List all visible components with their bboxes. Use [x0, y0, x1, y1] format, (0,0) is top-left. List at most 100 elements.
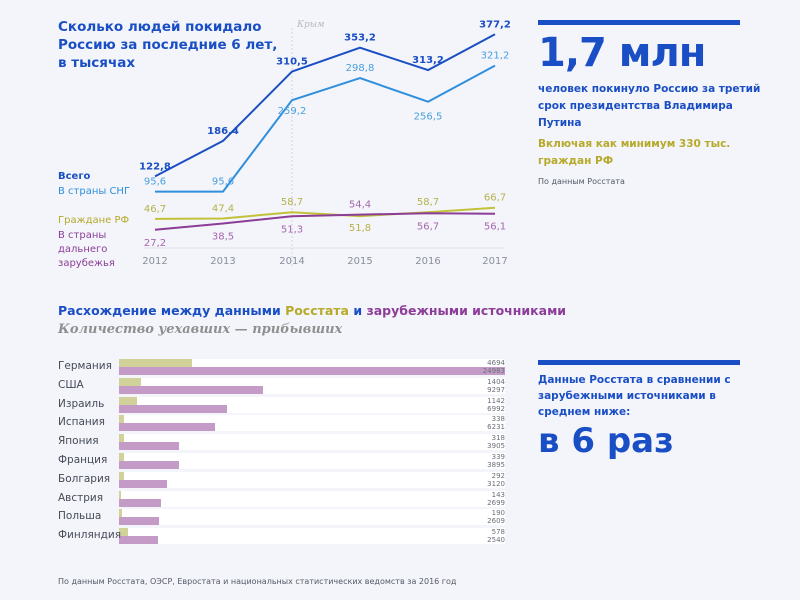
country-label: Германия: [58, 360, 112, 372]
country-label: Испания: [58, 416, 105, 429]
bar-rosstat: [119, 359, 192, 367]
bar-row: 292 3120: [119, 471, 505, 488]
data-label-total: 186,4: [207, 126, 239, 137]
data-label-cis: 95,6: [144, 177, 166, 188]
bar-chart-title: Расхождение между данными Росстата и зар…: [58, 303, 566, 318]
country-label: Австрия: [58, 491, 104, 504]
value-label-rosstat: 339: [491, 453, 505, 461]
bar-foreign: [119, 423, 216, 432]
data-label-far_abroad: 54,4: [349, 200, 371, 211]
highlight-citizens-note: Включая как минимум 330 тыс. граждан РФ: [538, 138, 731, 167]
x-tick-label: 2015: [347, 256, 372, 267]
data-label-total: 353,2: [344, 33, 376, 44]
data-label-total: 313,2: [412, 55, 444, 66]
bar-foreign: [119, 461, 180, 469]
x-tick-label: 2012: [142, 256, 167, 267]
data-label-far_abroad: 56,7: [417, 221, 439, 232]
bar-rosstat: [119, 377, 141, 386]
data-label-cis: 256,5: [414, 112, 443, 123]
crimea-annotation: Крым: [296, 20, 325, 30]
country-label: Япония: [58, 435, 99, 448]
value-label-foreign: 9297: [487, 385, 505, 394]
x-tick-label: 2013: [210, 256, 235, 267]
value-label-rosstat: 1142: [487, 396, 505, 405]
accent-bar-top: [538, 20, 740, 25]
data-label-citizens: 58,7: [417, 197, 439, 208]
title-foreign: зарубежными источниками: [366, 303, 567, 318]
bar-rosstat: [119, 490, 122, 499]
country-label: Франция: [58, 454, 108, 466]
data-label-far_abroad: 38,5: [212, 232, 234, 243]
value-label-rosstat: 578: [491, 528, 505, 537]
bar-foreign: [119, 404, 228, 413]
value-label-rosstat: 338: [491, 415, 505, 424]
bar-rosstat: [119, 509, 122, 518]
bar-rosstat: [119, 453, 125, 461]
x-tick-label: 2014: [279, 256, 304, 267]
bar-rosstat: [119, 396, 137, 405]
data-label-citizens: 51,8: [349, 223, 371, 234]
value-label-foreign: 2540: [487, 536, 505, 545]
bar-row: 318 3905: [119, 434, 505, 451]
value-label-rosstat: 318: [491, 434, 505, 443]
bar-foreign: [119, 385, 263, 394]
bar-row: 143 2699: [119, 490, 505, 507]
title-rosstat: Росстата: [285, 303, 349, 318]
value-label-foreign: 24983: [482, 367, 505, 375]
bar-foreign: [119, 498, 161, 507]
x-tick-label: 2016: [415, 256, 440, 267]
series-line-far_abroad: [154, 212, 496, 231]
data-label-citizens: 66,7: [484, 193, 506, 204]
bar-rosstat: [119, 434, 124, 443]
legend-citizens: Граждане РФ: [58, 215, 130, 226]
data-label-cis: 95,6: [212, 177, 234, 188]
highlight-big-number: 1,7 млн: [538, 30, 706, 76]
country-label: Болгария: [58, 472, 111, 485]
country-label: Финляндия: [58, 529, 122, 542]
highlight-description: человек покинуло Россию за третий срок п…: [538, 83, 761, 129]
line-chart: Крым 2012 2013 2014 2015 2016 2017 122,8 186,4 3…: [139, 19, 511, 267]
legend-cis: В страны СНГ: [58, 186, 131, 197]
legend-total: Всего: [58, 171, 91, 182]
value-label-rosstat: 190: [491, 509, 505, 518]
title-part: Расхождение между данными: [58, 303, 286, 318]
comparison-description: Данные Росстата в сравнении с зарубежным…: [538, 374, 731, 418]
value-label-foreign: 6992: [487, 404, 505, 413]
value-label-foreign: 2699: [487, 498, 505, 507]
value-label-rosstat: 292: [491, 471, 505, 480]
series-line-total: [154, 33, 496, 178]
bar-row: 4694 24983: [119, 359, 505, 375]
value-label-foreign: 3905: [487, 442, 505, 451]
series-line-citizens: [154, 206, 496, 220]
country-label: США: [58, 378, 84, 391]
bar-foreign: [119, 479, 168, 488]
bar-foreign: [119, 517, 160, 526]
data-label-citizens: 47,4: [212, 204, 234, 215]
data-label-far_abroad: 51,3: [281, 224, 303, 235]
bar-row: 339 3895: [119, 453, 505, 469]
bar-rosstat: [119, 471, 124, 480]
value-label-rosstat: 143: [491, 490, 505, 499]
data-label-total: 377,2: [479, 19, 511, 30]
bar-chart-subtitle: Количество уехавших — прибывших: [58, 322, 343, 337]
accent-bar-bottom: [538, 360, 740, 365]
series-line-cis: [155, 64, 496, 193]
data-label-total: 310,5: [276, 57, 308, 68]
value-label-foreign: 2609: [487, 517, 505, 526]
value-label-rosstat: 4694: [487, 359, 505, 367]
value-label-foreign: 6231: [487, 423, 505, 432]
legend-far-abroad: В страны дальнего зарубежья: [58, 230, 115, 269]
bar-row: 578 2540: [119, 528, 505, 545]
value-label-rosstat: 1404: [487, 377, 505, 386]
country-label: Польша: [58, 510, 102, 523]
bar-row: 190 2609: [119, 509, 505, 526]
data-label-far_abroad: 27,2: [144, 238, 166, 249]
data-label-total: 122,8: [139, 161, 171, 172]
data-label-cis: 298,8: [346, 63, 375, 74]
comparison-big-number: в 6 раз: [538, 421, 674, 461]
footer-source: По данным Росстата, ОЭСР, Евростата и на…: [58, 577, 457, 586]
value-label-foreign: 3895: [487, 461, 505, 469]
bar-row: 1404 9297: [119, 377, 505, 394]
country-label: Израиль: [58, 397, 105, 410]
x-tick-label: 2017: [482, 256, 507, 267]
